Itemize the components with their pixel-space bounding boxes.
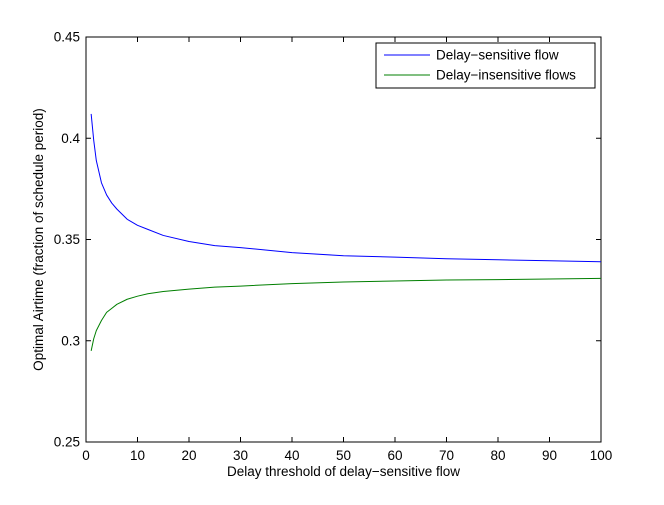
x-tick-label: 90 (542, 448, 557, 463)
x-tick-label: 40 (284, 448, 299, 463)
y-tick-label: 0.4 (61, 131, 80, 146)
x-tick-label: 100 (590, 448, 613, 463)
y-tick-label: 0.45 (54, 30, 80, 45)
x-tick-label: 20 (181, 448, 196, 463)
legend-box (375, 42, 596, 89)
series-line-delay-insensitive (90, 277, 602, 351)
x-tick-label: 0 (82, 448, 90, 463)
x-tick-label: 30 (233, 448, 248, 463)
y-tick-label: 0.25 (54, 435, 80, 450)
y-tick-label: 0.35 (54, 232, 80, 247)
plot-area (85, 36, 602, 443)
x-axis-label: Delay threshold of delay−sensitive flow (227, 464, 460, 479)
x-tick-label: 60 (387, 448, 402, 463)
x-tick-label: 50 (336, 448, 351, 463)
series-lines (90, 113, 602, 351)
axis-ticks: 0 10 20 30 40 50 60 70 80 90 100 0.25 0.3 0.35 0.4 0.45 (54, 30, 613, 464)
y-tick-label: 0.3 (61, 333, 80, 348)
legend: Delay−sensitive flow Delay−insensitive f… (375, 42, 596, 89)
legend-label-delay-insensitive: Delay−insensitive flows (436, 68, 576, 83)
x-tick-label: 70 (439, 448, 454, 463)
series-line-delay-sensitive (90, 113, 602, 263)
x-tick-label: 80 (490, 448, 505, 463)
y-axis-label: Optimal Airtime (fraction of schedule pe… (31, 108, 46, 371)
x-tick-label: 10 (130, 448, 145, 463)
legend-label-delay-sensitive: Delay−sensitive flow (436, 48, 559, 63)
